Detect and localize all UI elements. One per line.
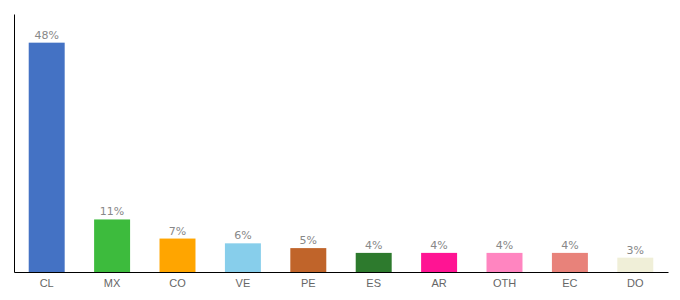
bar (617, 258, 653, 272)
x-tick: CO (169, 277, 186, 289)
x-tick: VE (236, 277, 251, 289)
bar (356, 253, 392, 272)
x-tick-label: AR (431, 277, 446, 289)
data-label: 4% (430, 239, 447, 252)
x-tick-label: MX (104, 277, 121, 289)
bar (160, 239, 196, 272)
x-axis: CL MX CO VE PE ES AR OTH EC DO (15, 273, 669, 290)
x-tick-label: CO (169, 277, 186, 289)
x-tick-label: VE (236, 277, 251, 289)
x-tick: OTH (493, 277, 516, 289)
data-label: 4% (365, 239, 382, 252)
x-tick-label: CL (40, 277, 54, 289)
bar (421, 253, 457, 272)
data-label: 5% (300, 234, 317, 247)
plot: 48% 11% 7% 6% 5% 4% 4% 4% 4% 3% CL MX CO VE PE ES AR OTH E… (15, 15, 669, 290)
x-tick: AR (431, 277, 446, 289)
data-label: 3% (627, 244, 644, 257)
y-axis-line (14, 15, 15, 273)
bars (29, 43, 654, 272)
bar (94, 219, 130, 272)
x-tick-label: OTH (493, 277, 516, 289)
x-tick: PE (301, 277, 316, 289)
data-label: 7% (169, 225, 186, 238)
x-tick: CL (40, 277, 54, 289)
x-axis-line (15, 272, 669, 273)
bar (290, 248, 326, 272)
x-tick-label: PE (301, 277, 316, 289)
data-label: 6% (234, 229, 251, 242)
x-tick: EC (562, 277, 577, 289)
x-tick: DO (627, 277, 644, 289)
bar (552, 253, 588, 272)
x-tick-label: DO (627, 277, 644, 289)
x-tick-label: ES (366, 277, 381, 289)
y-axis (14, 15, 15, 273)
data-labels: 48% 11% 7% 6% 5% 4% 4% 4% 4% 3% (34, 29, 644, 257)
x-tick: ES (366, 277, 381, 289)
bar (225, 243, 261, 272)
data-label: 48% (34, 29, 58, 42)
x-tick: MX (104, 277, 121, 289)
bar (29, 43, 65, 272)
x-tick-label: EC (562, 277, 577, 289)
chart: 48% 11% 7% 6% 5% 4% 4% 4% 4% 3% CL MX CO VE PE ES AR OTH E… (0, 0, 680, 300)
bar (487, 253, 523, 272)
data-label: 11% (100, 205, 124, 218)
data-label: 4% (561, 239, 578, 252)
data-label: 4% (496, 239, 513, 252)
